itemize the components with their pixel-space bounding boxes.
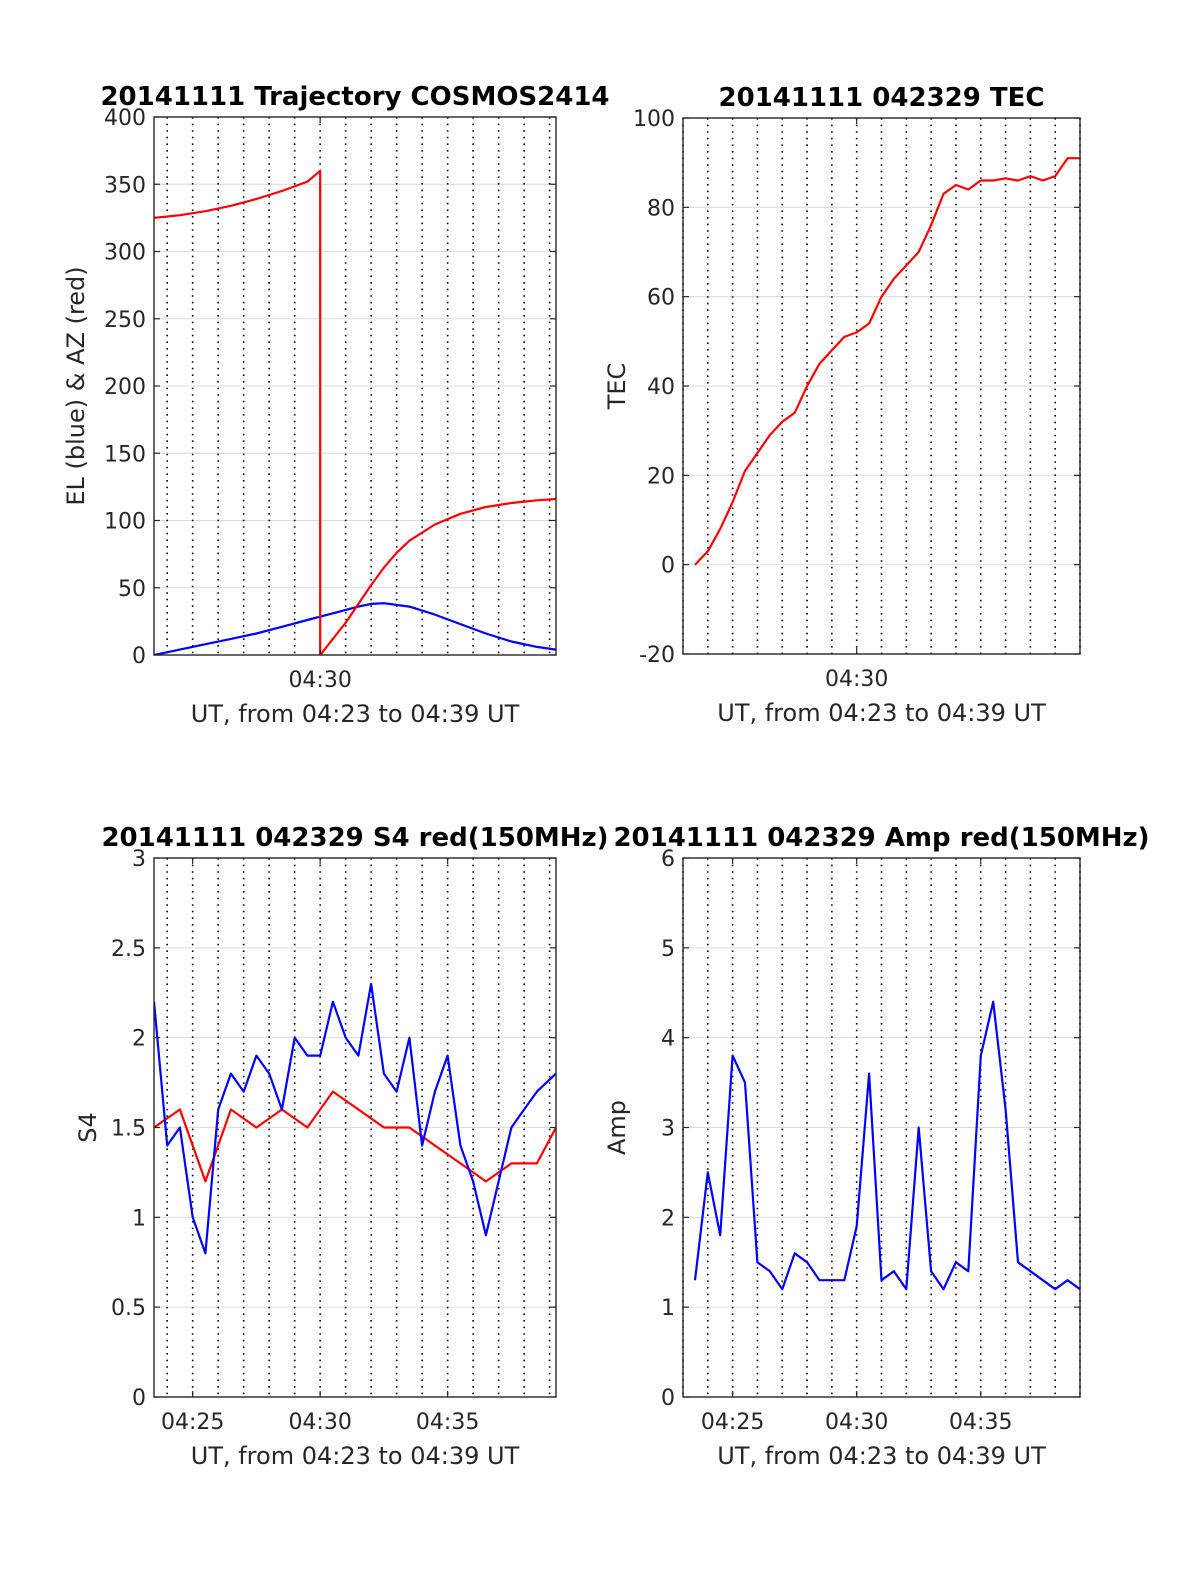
panel-tec: -20 0 20 40 60 80 100 04:30 UT, from 04:23 to 04… — [603, 83, 1081, 727]
y-tick-label: 300 — [104, 241, 146, 266]
y-tick-label: 150 — [104, 442, 146, 467]
series-line-1 — [694, 157, 1080, 566]
y-tick-label: 3 — [132, 847, 146, 872]
y-tick-label: 60 — [647, 286, 675, 311]
x-tick-label: 04:25 — [701, 1410, 764, 1435]
series-line-1 — [154, 602, 556, 655]
y-tick-label: 3 — [661, 1117, 675, 1142]
x-tick-label: 04:30 — [825, 667, 888, 692]
x-tick-label: 04:35 — [949, 1410, 1012, 1435]
x-tick-label: 04:30 — [288, 1410, 351, 1435]
y-tick-label: 2 — [661, 1206, 675, 1231]
series-group — [693, 1000, 1080, 1291]
chart-title: 20141111 042329 TEC — [719, 83, 1045, 113]
y-axis-label: TEC — [603, 363, 631, 411]
y-tick-label: 50 — [118, 577, 146, 602]
y-tick-label: -20 — [639, 643, 675, 668]
y-tick-label: 6 — [661, 847, 675, 872]
series-line-2 — [154, 169, 556, 655]
y-tick-label: 1.5 — [111, 1117, 146, 1142]
x-tick-label: 04:30 — [288, 668, 351, 693]
panel-amp: 0 1 2 3 4 5 6 04:25 04:30 04:35 UT, from 04:23 to … — [603, 823, 1150, 1470]
y-tick-label: 250 — [104, 308, 146, 333]
panel-trajectory: 0 50 100 150 200 250 300 350 400 04:30 UT, from 04… — [62, 82, 610, 728]
y-tick-label: 40 — [647, 375, 675, 400]
x-tick-label: 04:25 — [161, 1410, 224, 1435]
chart-title: 20141111 042329 S4 red(150MHz) — [101, 823, 608, 853]
series-line-1 — [154, 1090, 556, 1183]
series-group — [154, 169, 556, 655]
x-axis-label: UT, from 04:23 to 04:39 UT — [717, 1442, 1046, 1470]
chart-title: 20141111 042329 Amp red(150MHz) — [613, 823, 1149, 853]
y-tick-label: 2 — [132, 1027, 146, 1052]
y-tick-label: 100 — [633, 107, 675, 132]
y-tick-label: 1 — [661, 1296, 675, 1321]
y-tick-label: 80 — [647, 196, 675, 221]
x-tick-label: 04:30 — [825, 1410, 888, 1435]
y-tick-label: 20 — [647, 464, 675, 489]
series-group — [154, 982, 556, 1255]
y-tick-label: 2.5 — [111, 937, 146, 962]
y-tick-label: 0 — [661, 554, 675, 579]
panel-s4: 0 0.5 1 1.5 2 2.5 3 04:25 04:30 04:35 UT, from 04:… — [74, 823, 609, 1470]
y-tick-label: 350 — [104, 173, 146, 198]
y-tick-label: 0 — [132, 1386, 146, 1411]
y-tick-label: 200 — [104, 375, 146, 400]
x-axis-label: UT, from 04:23 to 04:39 UT — [191, 1442, 520, 1470]
y-tick-label: 0.5 — [111, 1296, 146, 1321]
y-tick-label: 0 — [132, 644, 146, 669]
y-tick-label: 400 — [104, 106, 146, 131]
y-axis-label: S4 — [74, 1112, 102, 1143]
y-tick-label: 100 — [104, 510, 146, 535]
y-tick-label: 1 — [132, 1206, 146, 1231]
y-tick-label: 5 — [661, 937, 675, 962]
x-tick-label: 04:35 — [416, 1410, 479, 1435]
y-axis-label: EL (blue) & AZ (red) — [62, 266, 90, 505]
chart-title: 20141111 Trajectory COSMOS2414 — [100, 82, 609, 112]
y-tick-label: 4 — [661, 1027, 675, 1052]
series-line-2 — [154, 982, 556, 1255]
x-axis-label: UT, from 04:23 to 04:39 UT — [191, 700, 520, 728]
series-line-1 — [693, 1000, 1080, 1291]
x-axis-label: UT, from 04:23 to 04:39 UT — [717, 699, 1046, 727]
series-group — [694, 157, 1080, 566]
y-tick-label: 0 — [661, 1386, 675, 1411]
y-axis-label: Amp — [603, 1100, 631, 1155]
